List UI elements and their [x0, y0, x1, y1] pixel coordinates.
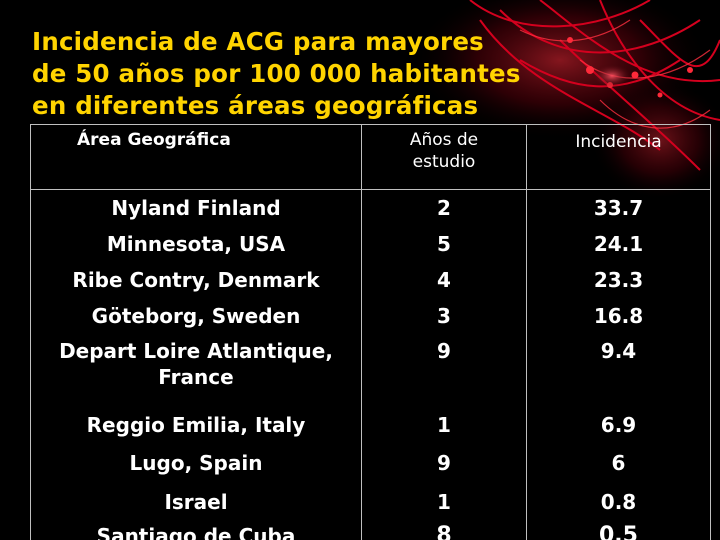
title-line-3: en diferentes áreas geográficas	[32, 91, 479, 120]
cell-years: 3	[361, 298, 527, 334]
cell-area-line-1: Reggio Emilia, Italy	[86, 413, 306, 437]
cell-incidence: 0.8	[526, 479, 711, 517]
cell-area-line-1: Santiago de Cuba	[96, 524, 296, 540]
table-row: Reggio Emilia, Italy 1 6.9	[30, 402, 711, 440]
cell-area: Ribe Contry, Denmark	[30, 262, 362, 298]
incidence-table: Área Geográfica Años de estudio Incidenc…	[30, 124, 711, 540]
cell-area: Israel	[30, 479, 362, 517]
table-row: Ribe Contry, Denmark 4 23.3	[30, 262, 711, 298]
cell-area-line-1: Israel	[164, 490, 228, 514]
cell-area-line-1: Ribe Contry, Denmark	[72, 268, 320, 292]
cell-area-line-2: France	[158, 365, 234, 389]
cell-area-line-1: Göteborg, Sweden	[91, 304, 301, 328]
cell-incidence: 6.9	[526, 402, 711, 440]
title-line-1: Incidencia de ACG para mayores	[32, 27, 484, 56]
cell-incidence: 0.5	[526, 517, 711, 540]
cell-years: 8	[361, 517, 527, 540]
cell-area-line-1: Depart Loire Atlantique,	[59, 339, 333, 363]
table-row: Minnesota, USA 5 24.1	[30, 226, 711, 262]
cell-area: Minnesota, USA	[30, 226, 362, 262]
cell-years: 2	[361, 189, 527, 226]
table-row: Depart Loire Atlantique, France 9 9.4	[30, 334, 711, 402]
cell-area: Reggio Emilia, Italy	[30, 402, 362, 440]
cell-incidence: 9.4	[526, 334, 711, 402]
cell-years: 4	[361, 262, 527, 298]
cell-years: 1	[361, 402, 527, 440]
cell-area: Santiago de Cuba	[30, 517, 362, 540]
cell-years: 9	[361, 440, 527, 479]
header-area: Área Geográfica	[30, 124, 362, 190]
header-years-line-1: Años de	[409, 130, 479, 150]
cell-years: 9	[361, 334, 527, 402]
cell-years: 1	[361, 479, 527, 517]
table-row: Lugo, Spain 9 6	[30, 440, 711, 479]
cell-incidence: 16.8	[526, 298, 711, 334]
header-incidence: Incidencia	[526, 124, 711, 190]
header-years-line-2: estudio	[412, 152, 476, 172]
cell-area: Lugo, Spain	[30, 440, 362, 479]
table-row: Santiago de Cuba 8 0.5	[30, 517, 711, 540]
cell-area: Nyland Finland	[30, 189, 362, 226]
cell-area: Depart Loire Atlantique, France	[30, 334, 362, 402]
cell-area: Göteborg, Sweden	[30, 298, 362, 334]
table-header-row: Área Geográfica Años de estudio Incidenc…	[30, 124, 711, 190]
cell-area-line-1: Lugo, Spain	[129, 451, 263, 475]
table-row: Israel 1 0.8	[30, 479, 711, 517]
cell-area-line-1: Nyland Finland	[111, 196, 281, 220]
title-line-2: de 50 años por 100 000 habitantes	[32, 59, 521, 88]
table-row: Nyland Finland 2 33.7	[30, 189, 711, 226]
table-row: Göteborg, Sweden 3 16.8	[30, 298, 711, 334]
cell-incidence: 33.7	[526, 189, 711, 226]
cell-years: 5	[361, 226, 527, 262]
cell-incidence: 24.1	[526, 226, 711, 262]
slide-title: Incidencia de ACG para mayores de 50 año…	[32, 26, 592, 122]
cell-incidence: 23.3	[526, 262, 711, 298]
cell-area-line-1: Minnesota, USA	[106, 232, 286, 256]
header-years: Años de estudio	[361, 124, 527, 190]
cell-incidence: 6	[526, 440, 711, 479]
